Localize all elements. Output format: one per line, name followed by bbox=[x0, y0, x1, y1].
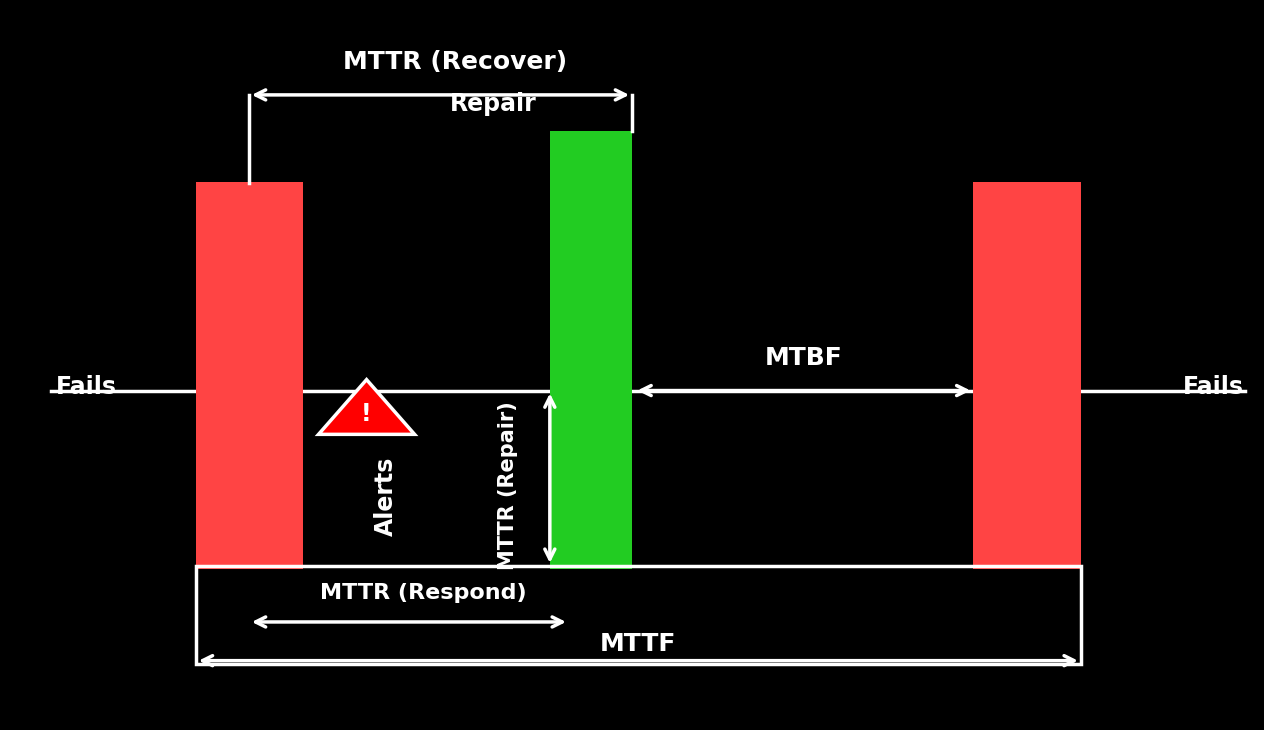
Text: MTTR (Repair): MTTR (Repair) bbox=[498, 401, 518, 570]
Polygon shape bbox=[319, 380, 415, 434]
Bar bbox=[973, 182, 1081, 569]
Bar bbox=[196, 566, 1081, 664]
Text: !: ! bbox=[362, 402, 372, 426]
Bar bbox=[550, 131, 632, 569]
Text: MTTF: MTTF bbox=[600, 632, 676, 656]
Text: Fails: Fails bbox=[1183, 375, 1244, 399]
Bar bbox=[196, 182, 303, 569]
Text: MTTR (Respond): MTTR (Respond) bbox=[320, 583, 527, 603]
Text: MTBF: MTBF bbox=[765, 346, 843, 369]
Text: MTTR (Recover): MTTR (Recover) bbox=[343, 50, 568, 74]
Text: Repair: Repair bbox=[450, 92, 536, 115]
Text: Fails: Fails bbox=[56, 375, 116, 399]
Text: Alerts: Alerts bbox=[374, 457, 397, 536]
